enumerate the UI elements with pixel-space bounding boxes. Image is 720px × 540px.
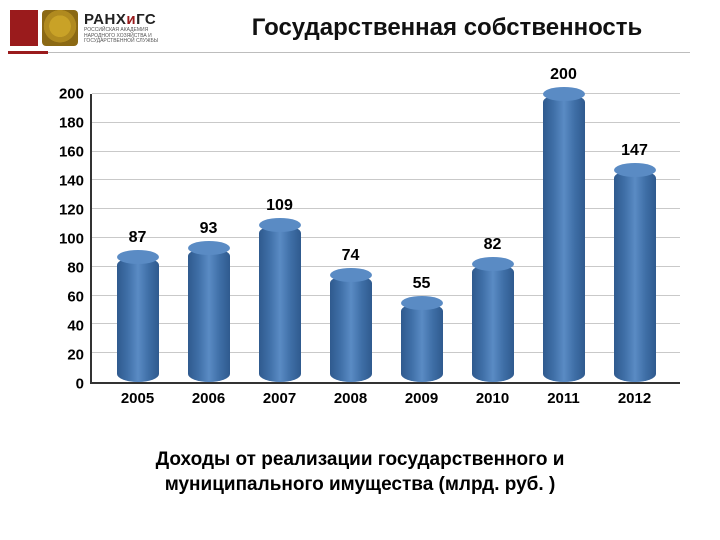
bar-slot: 200 <box>528 94 599 382</box>
header: РАНХиГС РОССИЙСКАЯ АКАДЕМИЯ НАРОДНОГО ХО… <box>0 0 720 50</box>
bar-value-label: 87 <box>129 229 147 247</box>
header-rule <box>8 52 690 53</box>
chart-caption: Доходы от реализации государственного и … <box>0 448 720 497</box>
x-tick: 2011 <box>528 390 599 414</box>
bar-slot: 82 <box>457 94 528 382</box>
y-tick: 60 <box>40 289 84 306</box>
bar-top-ellipse <box>259 218 301 232</box>
y-tick: 100 <box>40 231 84 248</box>
bar-value-label: 147 <box>621 142 648 160</box>
bar-value-label: 82 <box>484 236 502 254</box>
logo-part1: РАНХ <box>84 11 126 28</box>
brand-red-block <box>10 10 38 46</box>
page-title: Государственная собственность <box>252 14 643 42</box>
bar: 109 <box>259 225 301 382</box>
y-tick: 40 <box>40 318 84 335</box>
bar-chart: 020406080100120140160180200 879310974558… <box>40 94 680 414</box>
bar: 87 <box>117 257 159 382</box>
bar-top-ellipse <box>117 250 159 264</box>
x-tick: 2010 <box>457 390 528 414</box>
bar: 82 <box>472 264 514 382</box>
bar-value-label: 200 <box>550 66 577 84</box>
bar-top-ellipse <box>188 241 230 255</box>
bar-slot: 93 <box>173 94 244 382</box>
x-tick: 2005 <box>102 390 173 414</box>
caption-line1: Доходы от реализации государственного и <box>0 448 720 473</box>
y-tick: 180 <box>40 115 84 132</box>
bars-container: 8793109745582200147 <box>92 94 680 382</box>
y-tick: 80 <box>40 260 84 277</box>
x-tick: 2007 <box>244 390 315 414</box>
bar-top-ellipse <box>543 87 585 101</box>
bar-top-ellipse <box>472 257 514 271</box>
logo-acronym: РАНХиГС <box>84 11 174 28</box>
bar-slot: 147 <box>599 94 670 382</box>
emblem-icon <box>42 10 78 46</box>
institution-logo: РАНХиГС РОССИЙСКАЯ АКАДЕМИЯ НАРОДНОГО ХО… <box>84 11 174 45</box>
bar: 200 <box>543 94 585 382</box>
x-tick: 2009 <box>386 390 457 414</box>
chart-plot-area: 8793109745582200147 <box>92 94 680 384</box>
bar-slot: 55 <box>386 94 457 382</box>
y-tick: 120 <box>40 202 84 219</box>
logo-accent: и <box>126 11 136 28</box>
bar-top-ellipse <box>614 163 656 177</box>
y-tick: 160 <box>40 144 84 161</box>
bar-value-label: 109 <box>266 197 293 215</box>
bar-slot: 87 <box>102 94 173 382</box>
x-tick: 2006 <box>173 390 244 414</box>
x-axis: 20052006200720082009201020112012 <box>92 384 680 414</box>
bar: 93 <box>188 248 230 382</box>
y-tick: 0 <box>40 376 84 393</box>
caption-line2: муниципального имущества (млрд. руб. ) <box>0 473 720 498</box>
x-tick: 2012 <box>599 390 670 414</box>
bar-value-label: 55 <box>413 275 431 293</box>
bar-slot: 74 <box>315 94 386 382</box>
logo-part2: ГС <box>136 11 156 28</box>
bar: 74 <box>330 275 372 382</box>
bar-value-label: 74 <box>342 247 360 265</box>
y-tick: 140 <box>40 173 84 190</box>
y-tick: 200 <box>40 86 84 103</box>
bar-top-ellipse <box>330 268 372 282</box>
bar-slot: 109 <box>244 94 315 382</box>
header-rule-accent <box>8 51 48 54</box>
bar-value-label: 93 <box>200 220 218 238</box>
y-tick: 20 <box>40 347 84 364</box>
x-tick: 2008 <box>315 390 386 414</box>
y-axis: 020406080100120140160180200 <box>40 94 92 384</box>
logo-subtitle: РОССИЙСКАЯ АКАДЕМИЯ НАРОДНОГО ХОЗЯЙСТВА … <box>84 28 174 45</box>
bar: 147 <box>614 170 656 382</box>
bar: 55 <box>401 303 443 382</box>
bar-top-ellipse <box>401 296 443 310</box>
